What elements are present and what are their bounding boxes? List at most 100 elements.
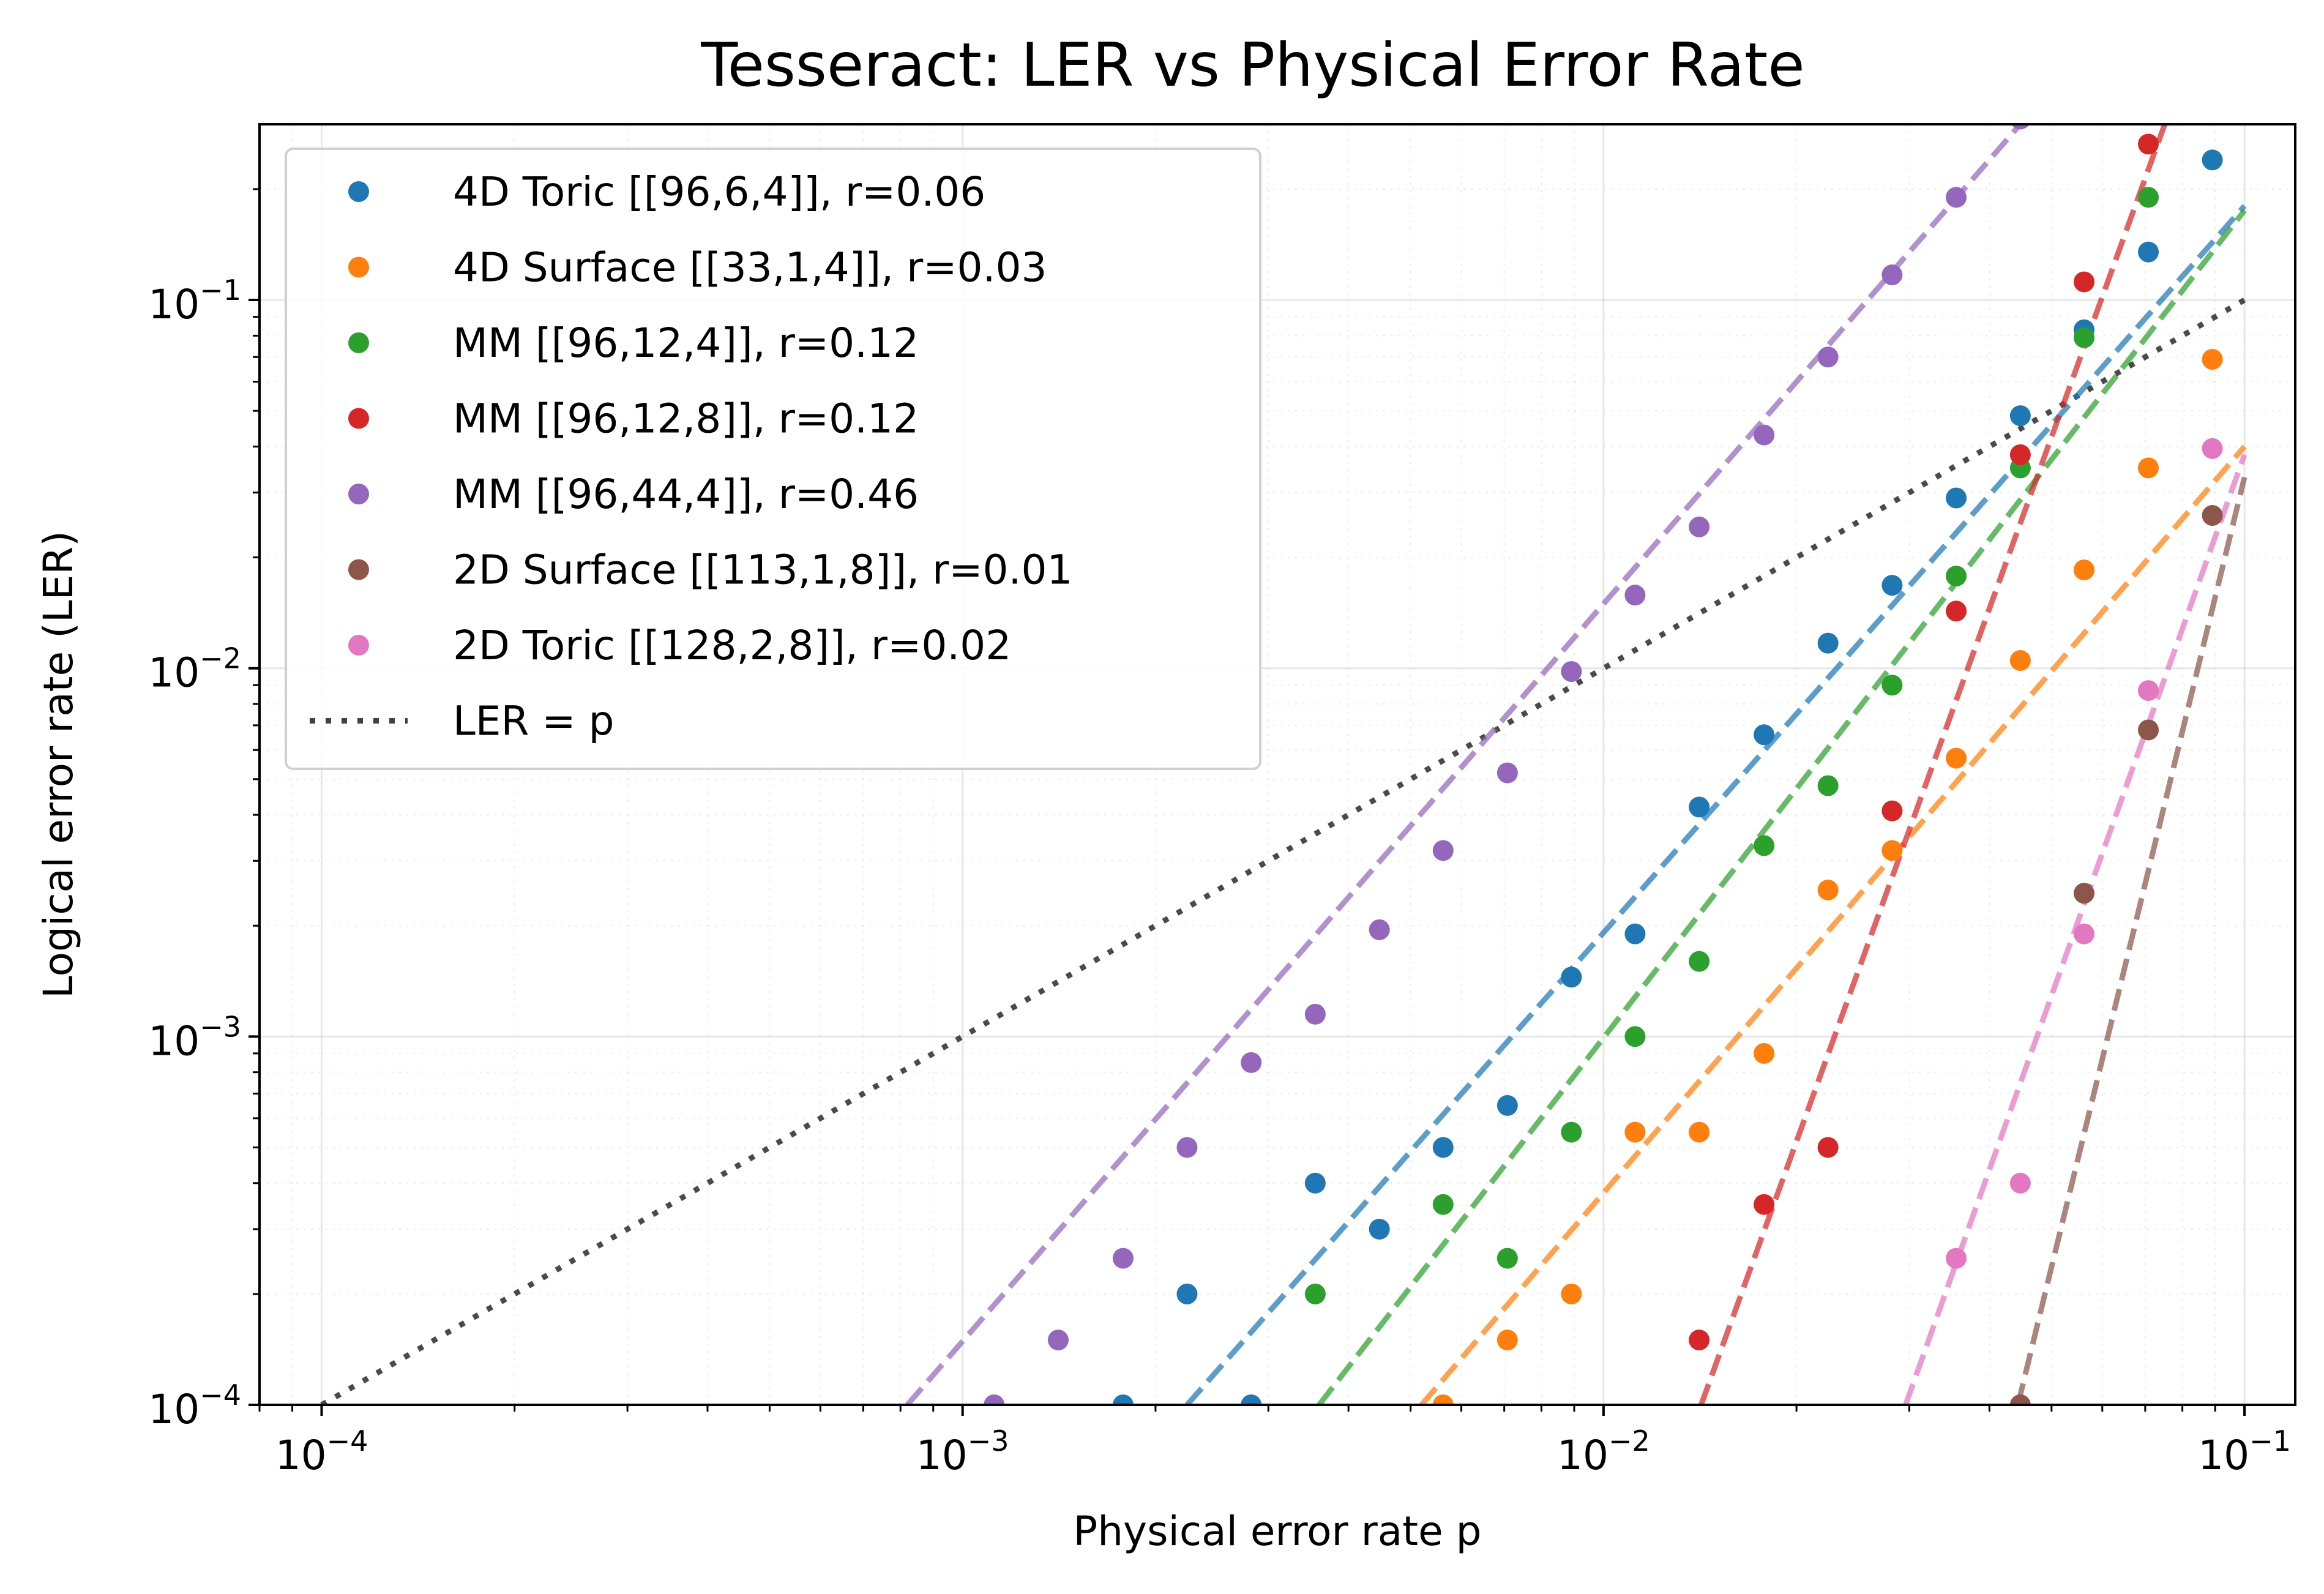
data-point-series-5: [984, 1394, 1005, 1405]
data-point-series-2: [1496, 1330, 1518, 1351]
data-point-series-3: [2138, 187, 2159, 208]
data-point-series-4: [1689, 1330, 1710, 1351]
data-point-series-1: [2202, 149, 2223, 171]
data-point-series-6: [2074, 883, 2095, 904]
x-tick-label-exponent: −1: [2249, 1424, 2291, 1457]
data-point-series-1: [1432, 1137, 1454, 1158]
legend-marker-series-4: [348, 408, 369, 429]
y-tick-label-exponent: −2: [200, 642, 241, 675]
data-point-series-1: [1496, 1094, 1518, 1116]
data-point-series-1: [1754, 724, 1775, 746]
y-tick-label: 10−4: [148, 1379, 241, 1433]
fit-line-series-6: [2015, 476, 2247, 1405]
legend-label-series-5: MM [[96,44,4]], r=0.46: [453, 471, 919, 518]
data-point-series-3: [1561, 1121, 1582, 1143]
data-point-series-4: [1754, 1194, 1775, 1215]
data-point-series-1: [1561, 967, 1582, 988]
data-point-series-1: [1881, 575, 1903, 596]
legend-label-series-3: MM [[96,12,4]], r=0.12: [453, 320, 919, 367]
data-point-series-3: [1496, 1248, 1518, 1269]
data-point-series-5: [1561, 660, 1582, 682]
reference-line-ler-equals-p: [320, 297, 2246, 1405]
legend-label-reference-line: LER = p: [453, 698, 614, 745]
data-point-series-5: [1047, 1330, 1069, 1351]
x-tick-label-exponent: −2: [1608, 1424, 1650, 1457]
data-point-series-5: [1624, 585, 1646, 606]
data-point-series-2: [1624, 1121, 1646, 1143]
data-point-series-1: [1241, 1394, 1262, 1405]
data-point-series-5: [1689, 516, 1710, 537]
legend-marker-series-2: [348, 256, 369, 278]
data-point-series-3: [1817, 775, 1839, 796]
y-tick-label-base: 10: [148, 649, 200, 697]
data-point-series-5: [1754, 424, 1775, 446]
data-point-series-5: [1817, 346, 1839, 368]
data-point-series-5: [1496, 762, 1518, 784]
data-point-series-5: [1241, 1052, 1262, 1073]
data-point-series-3: [1624, 1026, 1646, 1047]
legend-label-series-2: 4D Surface [[33,1,4]], r=0.03: [453, 244, 1047, 291]
y-tick-label-exponent: −3: [200, 1010, 241, 1043]
y-tick-label: 10−1: [148, 274, 241, 328]
data-point-series-5: [1304, 1003, 1326, 1025]
data-point-series-3: [1689, 951, 1710, 972]
x-tick-label-base: 10: [2198, 1432, 2249, 1479]
data-point-series-2: [1754, 1042, 1775, 1064]
legend-label-series-1: 4D Toric [[96,6,4]], r=0.06: [453, 168, 985, 215]
x-tick-label-exponent: −4: [327, 1424, 368, 1457]
fit-line-series-5: [905, 124, 2023, 1405]
data-point-series-6: [2202, 505, 2223, 526]
legend-marker-series-5: [348, 484, 369, 504]
data-point-series-7: [2074, 923, 2095, 945]
legend-marker-series-7: [348, 635, 369, 656]
y-axis-label: Logical error rate (LER): [35, 531, 82, 998]
data-point-series-1: [1817, 632, 1839, 654]
data-point-series-3: [1304, 1283, 1326, 1304]
x-tick-label-base: 10: [275, 1432, 327, 1479]
fit-line-series-1: [1185, 204, 2247, 1405]
plot-area: 10−4 10−3 10−2 10−110−410−310−210−14D Toric…: [148, 123, 2296, 1479]
x-axis-label: Physical error rate p: [1073, 1508, 1481, 1555]
data-point-series-3: [1946, 566, 1967, 587]
data-point-series-1: [1369, 1218, 1390, 1240]
data-point-series-2: [1881, 840, 1903, 861]
x-tick-label-exponent: −3: [968, 1424, 1009, 1457]
data-point-series-4: [2009, 444, 2031, 465]
data-point-series-2: [1689, 1121, 1710, 1143]
x-tick-label: 10−2: [1557, 1424, 1650, 1479]
data-point-series-5: [1176, 1137, 1198, 1158]
y-tick-label-exponent: −1: [200, 274, 241, 307]
legend-marker-series-1: [348, 181, 369, 202]
x-tick-label: 10−4: [275, 1424, 368, 1479]
data-point-series-4: [1881, 800, 1903, 821]
data-point-series-3: [1754, 835, 1775, 856]
y-tick-label-base: 10: [148, 281, 200, 328]
data-point-series-2: [1817, 879, 1839, 900]
data-point-series-1: [1946, 487, 1967, 509]
data-point-series-7: [2202, 438, 2223, 459]
data-point-series-4: [1946, 601, 1967, 622]
data-point-series-5: [1432, 840, 1454, 861]
data-point-series-2: [1946, 747, 1967, 769]
data-point-series-6: [2009, 1394, 2031, 1405]
x-tick-label: 10−3: [916, 1424, 1009, 1479]
legend: 4D Toric [[96,6,4]], r=0.06 4D Surface [[…: [285, 148, 1261, 770]
data-point-series-5: [1112, 1248, 1134, 1269]
legend-label-series-4: MM [[96,12,8]], r=0.12: [453, 395, 919, 443]
legend-label-series-7: 2D Toric [[128,2,8]], r=0.02: [453, 622, 1011, 669]
data-point-series-5: [2011, 124, 2030, 130]
fit-line-series-2: [1419, 444, 2247, 1405]
data-point-series-3: [1881, 675, 1903, 696]
y-tick-label-base: 10: [148, 1017, 200, 1065]
data-point-series-1: [1624, 923, 1646, 945]
y-tick-label-base: 10: [148, 1386, 200, 1433]
data-point-series-4: [2074, 271, 2095, 293]
data-point-series-2: [2202, 349, 2223, 370]
data-point-series-3: [2074, 327, 2095, 348]
legend-marker-series-6: [348, 559, 369, 580]
data-point-series-4: [2138, 133, 2159, 155]
data-point-series-6: [2138, 719, 2159, 741]
data-point-series-1: [1112, 1394, 1134, 1405]
data-point-series-1: [2009, 405, 2031, 427]
